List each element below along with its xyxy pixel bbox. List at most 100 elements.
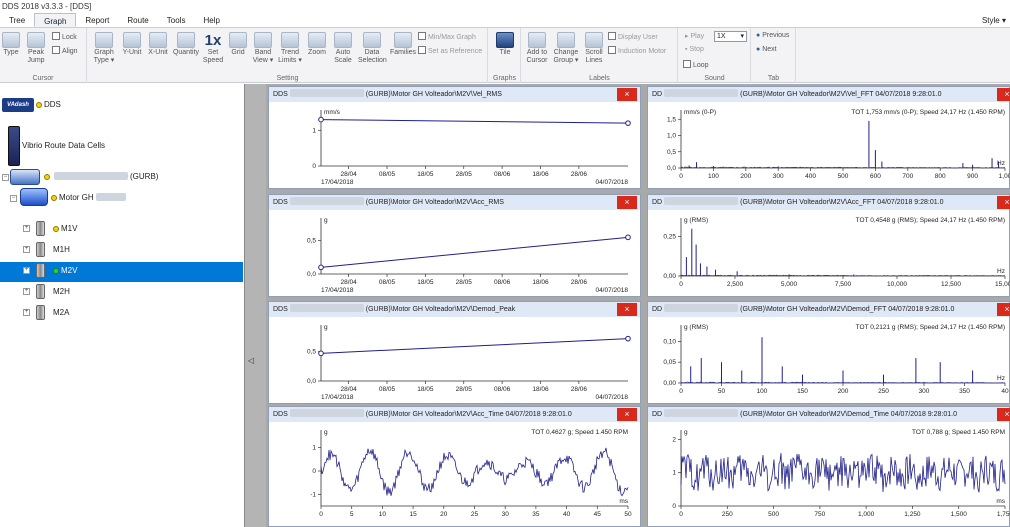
- quantity-button[interactable]: Quantity: [172, 32, 200, 57]
- next-button[interactable]: ● Next: [756, 46, 777, 53]
- tree-node-motor[interactable]: Motor GH: [51, 190, 128, 206]
- tab-route[interactable]: Route: [127, 16, 149, 25]
- set-speed-button[interactable]: 1x Set Speed: [202, 32, 224, 64]
- tree-node-route-data-cells[interactable]: Vibrio Route Data Cells: [22, 141, 106, 150]
- graph-panel[interactable]: DD (GURB)\Motor GH Volteador\M2V\Acc_FFT …: [647, 194, 1010, 297]
- induction-motor-button[interactable]: Induction Motor: [608, 46, 666, 55]
- chart-vel-fft: mm/s (0-P) TOT 1,753 mm/s (0-P); Speed 24…: [667, 109, 1010, 180]
- tab-tools[interactable]: Tools: [166, 16, 186, 25]
- x-unit-button[interactable]: X-Unit: [146, 32, 170, 57]
- minmax-graph-button[interactable]: Min/Max Graph: [418, 32, 476, 41]
- y-unit-button[interactable]: Y-Unit: [120, 32, 144, 57]
- close-button[interactable]: ×: [617, 196, 637, 209]
- graph-panel[interactable]: DDS (GURB)\Motor GH Volteador\M2V\Acc_RMS…: [268, 194, 641, 297]
- close-button[interactable]: ×: [617, 303, 637, 316]
- trend-point: [625, 234, 631, 241]
- tree-node-m2a[interactable]: M2A: [53, 308, 70, 317]
- y-axis-label: g: [324, 429, 328, 436]
- x-tick-label: 250: [878, 388, 889, 395]
- tree-node-dds[interactable]: DDS: [36, 97, 61, 113]
- trend-limits-button[interactable]: Trend Limits ▾: [278, 32, 302, 65]
- graph-header: DD (GURB)\Motor GH Volteador\M2V\Demod_FF…: [648, 302, 1009, 317]
- grid-button[interactable]: Grid: [228, 32, 248, 57]
- y-tick-label: 1: [672, 470, 676, 477]
- tree-node-m2v[interactable]: M2V: [53, 263, 77, 279]
- x-tick-label: 1,000: [858, 511, 875, 518]
- type-button[interactable]: Type: [2, 32, 20, 57]
- expand-toggle-icon[interactable]: +: [23, 225, 30, 232]
- spectrum-trace: [680, 274, 1006, 277]
- graph-panel[interactable]: DD (GURB)\Motor GH Volteador\M2V\Demod_FF…: [647, 301, 1010, 404]
- add-to-cursor-button[interactable]: Add to Cursor: [524, 32, 550, 65]
- graph-panel[interactable]: DDS (GURB)\Motor GH Volteador\M2V\Acc_Tim…: [268, 406, 641, 527]
- tree-node-plant[interactable]: (GURB): [44, 169, 158, 185]
- status-dot-icon: [36, 102, 42, 108]
- collapse-arrow-icon[interactable]: ◁: [248, 356, 255, 365]
- expand-toggle-icon[interactable]: −: [10, 195, 17, 202]
- close-button[interactable]: ×: [617, 408, 637, 421]
- align-checkbox[interactable]: Align: [52, 46, 78, 55]
- close-button[interactable]: ×: [997, 408, 1010, 421]
- playback-speed-select[interactable]: 1X ▾: [714, 31, 747, 42]
- graph-title: (GURB)\Motor GH Volteador\M2V\Demod_Time…: [740, 411, 957, 418]
- align-check-box[interactable]: [52, 46, 60, 54]
- lock-checkbox[interactable]: Lock: [52, 32, 77, 41]
- change-group-button[interactable]: Change Group ▾: [552, 32, 580, 65]
- lock-check-box[interactable]: [52, 32, 60, 40]
- tree-node-m1h[interactable]: M1H: [53, 245, 70, 254]
- style-menu[interactable]: Style ▾: [981, 16, 1006, 25]
- loop-checkbox[interactable]: Loop: [683, 60, 709, 69]
- graph-panel[interactable]: DD (GURB)\Motor GH Volteador\M2V\Demod_Ti…: [647, 406, 1010, 527]
- close-button[interactable]: ×: [617, 88, 637, 101]
- graph-panel[interactable]: DDS (GURB)\Motor GH Volteador\M2V\Vel_RMS…: [268, 86, 641, 189]
- graph-type-button[interactable]: Graph Type ▾: [92, 32, 116, 65]
- data-selection-button[interactable]: Data Selection: [358, 32, 387, 65]
- set-as-reference-button[interactable]: Set as Reference: [418, 46, 482, 55]
- display-user-check-box[interactable]: [608, 32, 616, 40]
- panel-splitter[interactable]: ◁: [244, 84, 266, 527]
- sensor-icon: [36, 284, 45, 299]
- setting-group-label: Setting: [276, 75, 299, 82]
- tab-report[interactable]: Report: [85, 16, 110, 25]
- x-tick-label: 28/05: [456, 386, 473, 393]
- chart-acc-fft: g (RMS) TOT 0,4548 g (RMS); Speed 24,17 H…: [663, 217, 1010, 288]
- tab-help[interactable]: Help: [203, 16, 220, 25]
- families-button[interactable]: Families: [390, 32, 416, 57]
- peak-jump-button[interactable]: Peak Jump: [24, 32, 48, 65]
- graph-title: (GURB)\Motor GH Volteador\M2V\Vel_RMS: [365, 91, 502, 98]
- graph-area: DDS (GURB)\Motor GH Volteador\M2V\Vel_RMS…: [266, 84, 1010, 527]
- close-button[interactable]: ×: [997, 303, 1010, 316]
- expand-toggle-icon[interactable]: −: [2, 174, 9, 181]
- x-tick-label: 28/05: [456, 171, 473, 178]
- previous-button[interactable]: ● Previous: [756, 32, 790, 39]
- tile-button[interactable]: Tile: [494, 32, 516, 57]
- scroll-lines-button[interactable]: Scroll Lines: [582, 32, 606, 65]
- x-tick-label: 100: [757, 388, 768, 395]
- x-tick-label: 18/05: [417, 171, 434, 178]
- expand-toggle-icon[interactable]: +: [23, 246, 30, 253]
- close-button[interactable]: ×: [997, 196, 1010, 209]
- loop-check-box[interactable]: [683, 60, 691, 68]
- play-button[interactable]: ▸ Play: [685, 33, 705, 40]
- x-tick-label: 300: [773, 173, 784, 180]
- expand-toggle-icon[interactable]: +: [23, 267, 30, 274]
- graph-panel[interactable]: DD (GURB)\Motor GH Volteador\M2V\Vel_FFT …: [647, 86, 1010, 189]
- tree-node-m1v[interactable]: M1V: [53, 221, 77, 237]
- tab-tree[interactable]: Tree: [9, 16, 26, 25]
- close-button[interactable]: ×: [997, 88, 1010, 101]
- auto-scale-button[interactable]: Auto Scale: [332, 32, 354, 65]
- graph-panel[interactable]: DDS (GURB)\Motor GH Volteador\M2V\Demod_P…: [268, 301, 641, 404]
- tab-graph[interactable]: Graph: [34, 13, 77, 27]
- display-user-checkbox[interactable]: Display User: [608, 32, 658, 41]
- expand-toggle-icon[interactable]: +: [23, 288, 30, 295]
- stop-button[interactable]: ▪ Stop: [685, 46, 704, 53]
- tree-node-m2h[interactable]: M2H: [53, 287, 70, 296]
- x-tick-label: 28/04: [340, 171, 357, 178]
- band-view-button[interactable]: Band View ▾: [252, 32, 274, 65]
- graphs-group-label: Graphs: [493, 75, 516, 82]
- expand-toggle-icon[interactable]: +: [23, 309, 30, 316]
- zoom-button[interactable]: Zoom: [306, 32, 328, 57]
- x-tick-label: 500: [768, 511, 779, 518]
- quantity-icon: [177, 32, 195, 48]
- trend-limits-icon: [281, 32, 299, 48]
